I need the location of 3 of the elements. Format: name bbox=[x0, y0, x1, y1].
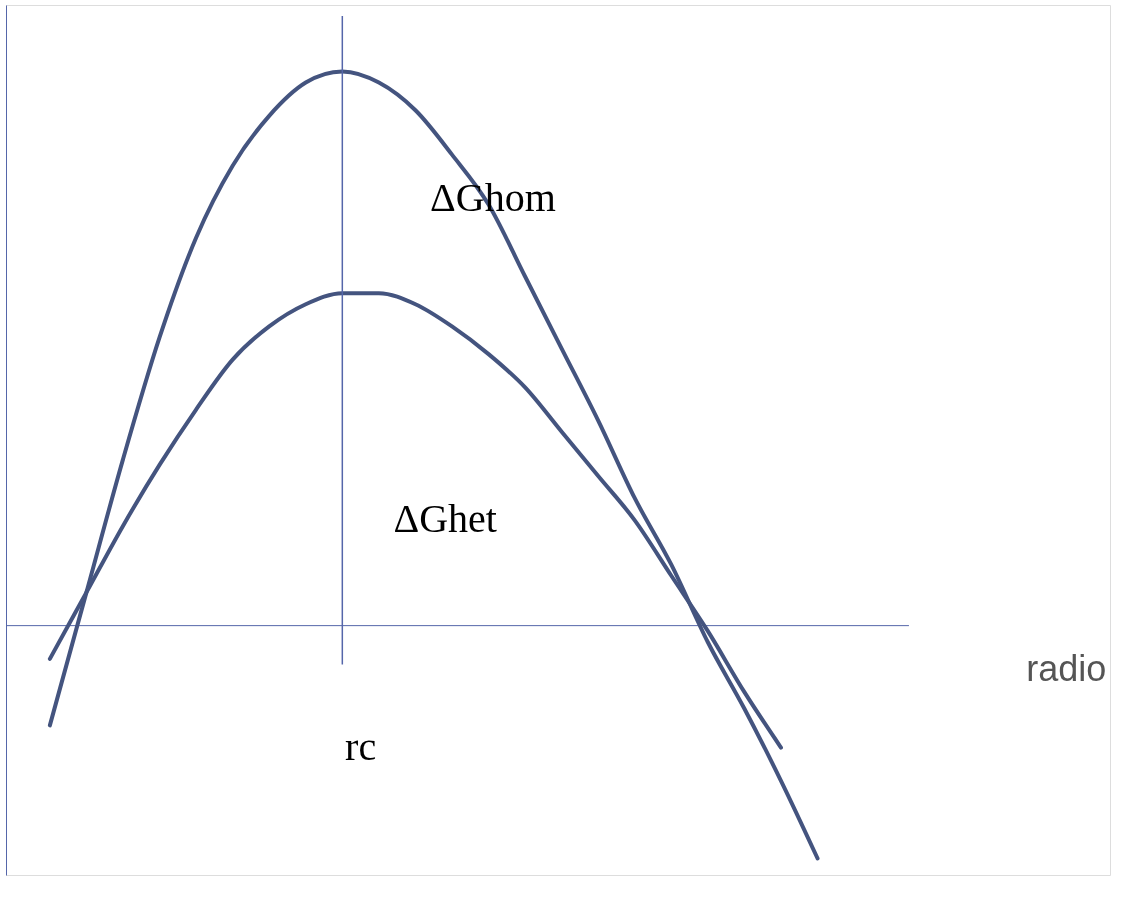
annotation: rc bbox=[345, 723, 377, 769]
text: radio bbox=[1026, 647, 1107, 689]
text: ΔGhet bbox=[393, 496, 497, 542]
